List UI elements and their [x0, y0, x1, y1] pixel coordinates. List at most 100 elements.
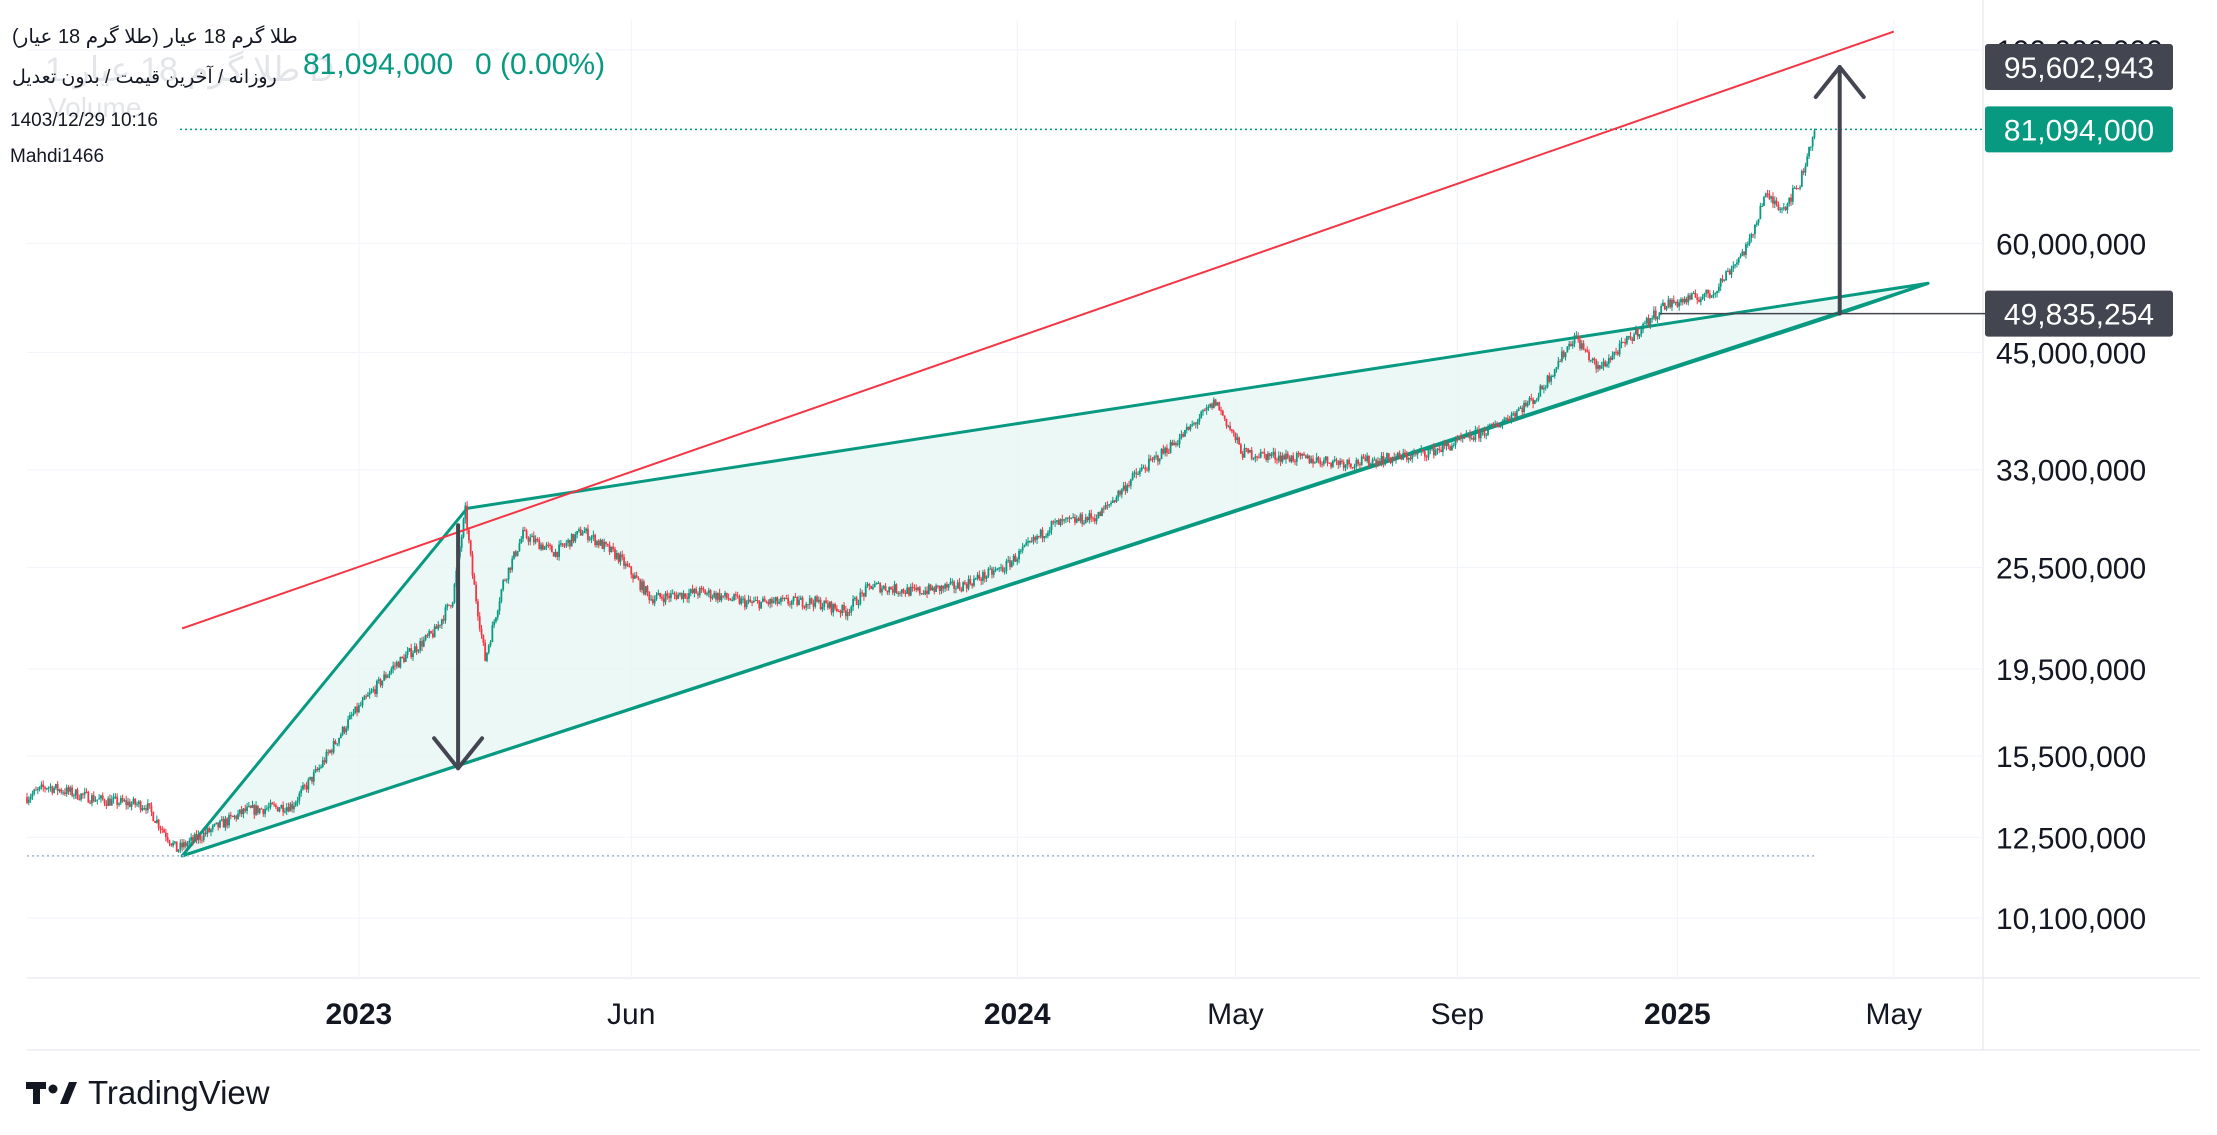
candle-body: [116, 796, 119, 805]
candle-body: [1719, 278, 1722, 287]
candle-body: [1445, 443, 1448, 447]
candle-body: [1658, 312, 1661, 317]
candle-body: [300, 789, 303, 794]
candle-body: [749, 599, 752, 603]
candle-body: [765, 601, 768, 603]
candle-body: [1672, 299, 1675, 303]
candle-body: [1216, 402, 1219, 406]
candle-body: [1736, 262, 1738, 265]
candle-body: [547, 544, 550, 546]
candle-body: [1685, 298, 1688, 303]
candle-body: [1395, 456, 1397, 461]
candle-body: [1799, 186, 1801, 189]
candle-body: [1793, 187, 1796, 189]
candle-body: [280, 805, 283, 809]
candle-body: [1167, 452, 1170, 454]
candle-body: [1472, 438, 1475, 440]
candle-body: [1539, 385, 1542, 397]
candle-body: [1434, 450, 1437, 456]
candle-body: [556, 551, 559, 557]
candle-body: [1528, 398, 1531, 403]
candle-body: [661, 596, 663, 599]
candle-body: [682, 593, 685, 599]
candle-body: [1479, 432, 1482, 439]
candle-body: [980, 579, 983, 581]
candle-body: [1328, 462, 1331, 464]
candle-body: [338, 738, 340, 744]
candle-body: [246, 806, 248, 811]
candle-body: [706, 593, 708, 595]
x-axis[interactable]: 2023 Jun 2024 May Sep 2025 May: [326, 998, 1923, 1031]
candle-body: [592, 534, 595, 538]
candle-body: [1499, 424, 1502, 428]
candle-body: [1674, 301, 1677, 303]
candle-body: [1028, 541, 1031, 543]
candle-body: [854, 597, 856, 600]
candle-body: [940, 585, 943, 592]
candle-body: [1698, 299, 1700, 303]
candle-body: [1800, 171, 1803, 187]
candle-body: [377, 679, 380, 681]
candle-body: [1097, 512, 1100, 519]
candle-body: [278, 808, 281, 812]
candle-body: [386, 675, 389, 678]
candle-body: [1654, 310, 1657, 320]
candle-body: [935, 585, 937, 592]
candle-body: [1505, 418, 1507, 420]
candle-body: [1562, 351, 1565, 358]
candle-body: [507, 567, 510, 580]
candle-body: [502, 580, 505, 590]
trend-drawings[interactable]: [181, 30, 1985, 771]
candle-body: [172, 842, 174, 846]
candle-body: [850, 606, 853, 613]
candle-body: [1420, 449, 1423, 452]
candle-body: [1386, 453, 1388, 460]
candle-body: [231, 815, 234, 817]
brand[interactable]: TradingView: [26, 1074, 270, 1112]
candle-body: [401, 657, 404, 659]
candle-body: [332, 740, 335, 753]
candle-body: [1084, 517, 1087, 524]
candle-body: [35, 789, 37, 791]
y-axis[interactable]: 100,000,00060,000,00045,000,00033,000,00…: [1996, 35, 2163, 936]
candle-body: [1299, 453, 1302, 456]
candle-body: [1270, 454, 1273, 457]
candle-body: [1111, 500, 1114, 503]
candle-body: [825, 600, 827, 604]
x-tick-label: Sep: [1431, 998, 1484, 1031]
candle-body: [781, 597, 784, 599]
candle-body: [1306, 455, 1309, 459]
candle-body: [841, 604, 844, 614]
candle-body: [1353, 466, 1356, 468]
candle-body: [745, 601, 748, 608]
candle-body: [253, 805, 256, 815]
candle-body: [1456, 438, 1459, 440]
candle-body: [356, 706, 358, 713]
candle-body: [1304, 455, 1307, 459]
candle-body: [201, 839, 203, 841]
candle-body: [848, 612, 851, 614]
candle-body: [1514, 413, 1516, 417]
candle-body: [673, 593, 676, 595]
candle-body: [347, 719, 349, 729]
candle-body: [181, 842, 184, 848]
candle-body: [1571, 343, 1574, 347]
y-tick-label: 19,500,000: [1996, 654, 2146, 687]
candle-body: [1694, 292, 1697, 298]
candle-body: [1382, 456, 1385, 465]
candle-body: [722, 595, 725, 597]
candle-body: [1773, 200, 1776, 204]
candle-body: [689, 589, 692, 593]
candle-body: [1027, 541, 1029, 543]
candle-body: [513, 551, 515, 559]
candle-body: [379, 679, 382, 686]
candle-body: [543, 546, 546, 550]
pattern-drawing[interactable]: [180, 281, 1930, 858]
candle-body: [1589, 359, 1592, 361]
candle-body: [251, 805, 254, 808]
candle-body: [1662, 302, 1664, 307]
candle-body: [164, 832, 167, 838]
candle-body: [1543, 387, 1545, 390]
candle-body: [558, 544, 560, 557]
